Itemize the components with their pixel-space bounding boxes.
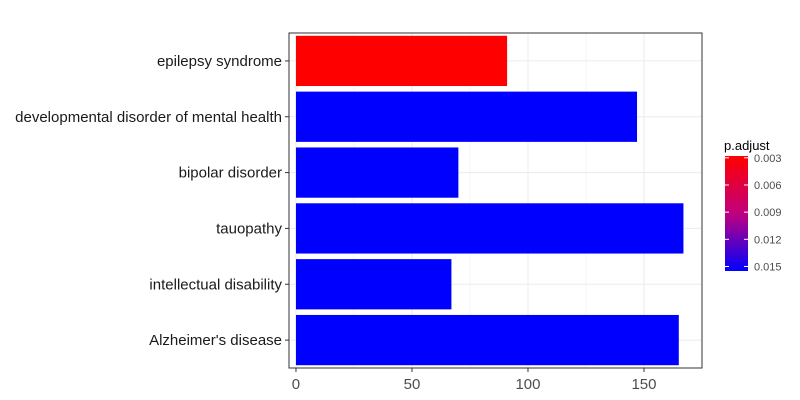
y-tick-label: tauopathy <box>216 220 282 237</box>
bar <box>295 91 638 142</box>
x-tick-label: 0 <box>292 376 300 393</box>
y-tick-label: epilepsy syndrome <box>157 53 282 70</box>
plot-panel <box>289 33 702 368</box>
legend-tick-label: 0.015 <box>754 261 782 273</box>
legend-title: p.adjust <box>724 138 770 153</box>
bar <box>295 147 459 198</box>
y-tick-label: Alzheimer's disease <box>149 332 282 349</box>
plot-border <box>288 32 703 369</box>
x-tick-label: 50 <box>404 376 421 393</box>
legend-tick-label: 0.003 <box>754 153 782 165</box>
legend: p.adjust 0.003 0.006 0.009 0.012 0.015 <box>724 138 782 273</box>
x-tick-label: 100 <box>515 376 540 393</box>
bar <box>295 35 508 87</box>
x-tick-label: 150 <box>631 376 656 393</box>
legend-tick-label: 0.006 <box>754 180 782 192</box>
y-axis: Alzheimer's disease intellectual disabili… <box>15 53 289 349</box>
legend-tick-label: 0.009 <box>754 207 782 219</box>
y-tick-label: developmental disorder of mental health <box>15 109 282 126</box>
bars <box>295 35 684 366</box>
y-tick-label: intellectual disability <box>149 276 282 293</box>
bar <box>295 259 452 310</box>
y-tick-label: bipolar disorder <box>179 165 282 182</box>
legend-colorbar <box>725 156 748 271</box>
legend-tick-label: 0.012 <box>754 234 782 246</box>
bar <box>295 203 684 254</box>
x-axis: 0 50 100 150 <box>292 368 657 393</box>
bar <box>295 314 679 366</box>
